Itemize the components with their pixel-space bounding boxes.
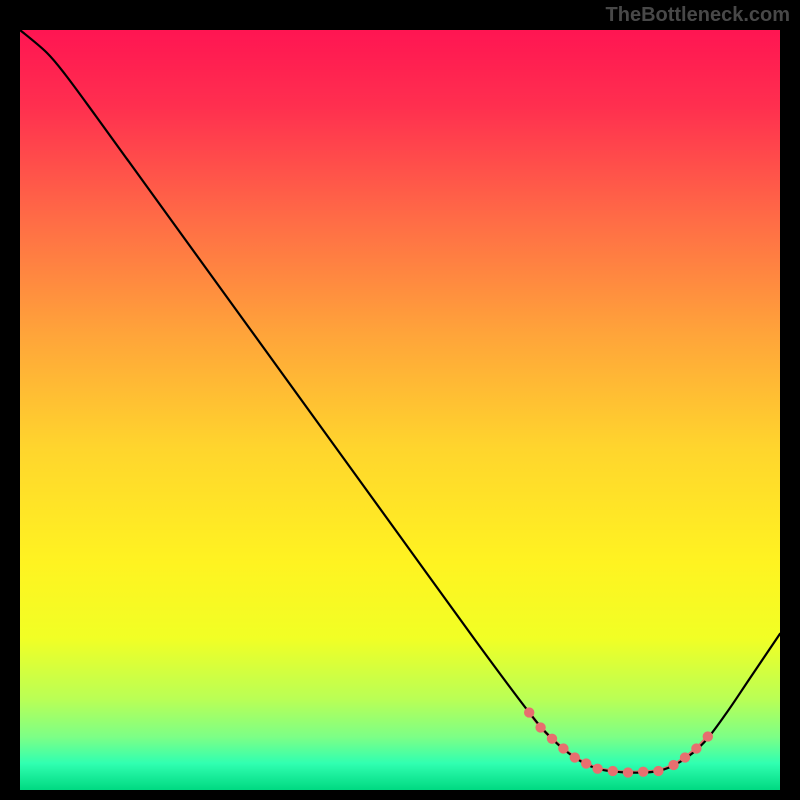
- plot-area: [20, 30, 780, 780]
- valley-marker-dot: [535, 722, 545, 732]
- valley-marker-dot: [547, 734, 557, 744]
- valley-marker-dot: [653, 766, 663, 776]
- valley-markers-group: [524, 707, 713, 777]
- valley-marker-dot: [638, 767, 648, 777]
- valley-marker-dot: [524, 707, 534, 717]
- attribution-text: TheBottleneck.com: [606, 4, 790, 27]
- chart-frame: TheBottleneck.com: [0, 0, 800, 800]
- valley-marker-dot: [703, 731, 713, 741]
- valley-marker-dot: [680, 752, 690, 762]
- valley-marker-dot: [668, 760, 678, 770]
- valley-marker-dot: [558, 743, 568, 753]
- chart-svg: [20, 30, 780, 780]
- bottleneck-curve: [20, 30, 780, 773]
- valley-marker-dot: [623, 767, 633, 777]
- valley-marker-dot: [592, 764, 602, 774]
- valley-marker-dot: [608, 766, 618, 776]
- valley-marker-dot: [691, 743, 701, 753]
- valley-marker-dot: [581, 758, 591, 768]
- valley-marker-dot: [570, 752, 580, 762]
